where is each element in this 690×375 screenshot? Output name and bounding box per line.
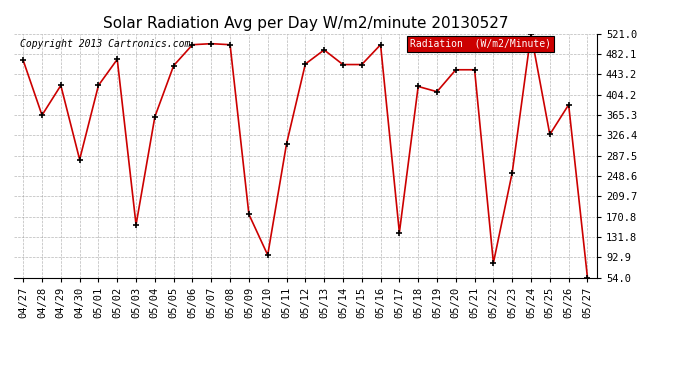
Title: Solar Radiation Avg per Day W/m2/minute 20130527: Solar Radiation Avg per Day W/m2/minute … <box>103 16 508 31</box>
Text: Radiation  (W/m2/Minute): Radiation (W/m2/Minute) <box>411 39 551 49</box>
Text: Copyright 2013 Cartronics.com: Copyright 2013 Cartronics.com <box>19 39 190 49</box>
